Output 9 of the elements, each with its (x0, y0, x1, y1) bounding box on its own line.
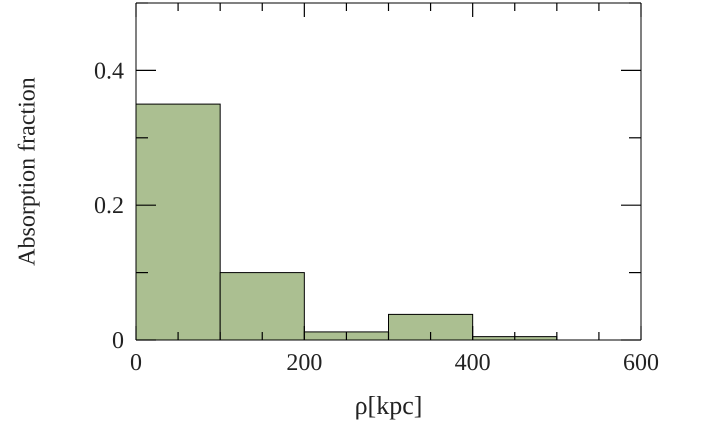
y-tick-label: 0 (112, 328, 124, 354)
y-tick-label: 0.2 (94, 193, 124, 220)
y-tick-label: 0.4 (94, 58, 124, 84)
x-tick-label: 200 (286, 350, 322, 376)
x-tick-label: 600 (623, 350, 659, 376)
x-tick-label: 0 (130, 350, 142, 376)
x-axis-title: ρ[kpc] (354, 391, 422, 420)
y-axis-title: Absorption fraction (14, 77, 41, 266)
x-tick-label: 400 (454, 350, 491, 376)
